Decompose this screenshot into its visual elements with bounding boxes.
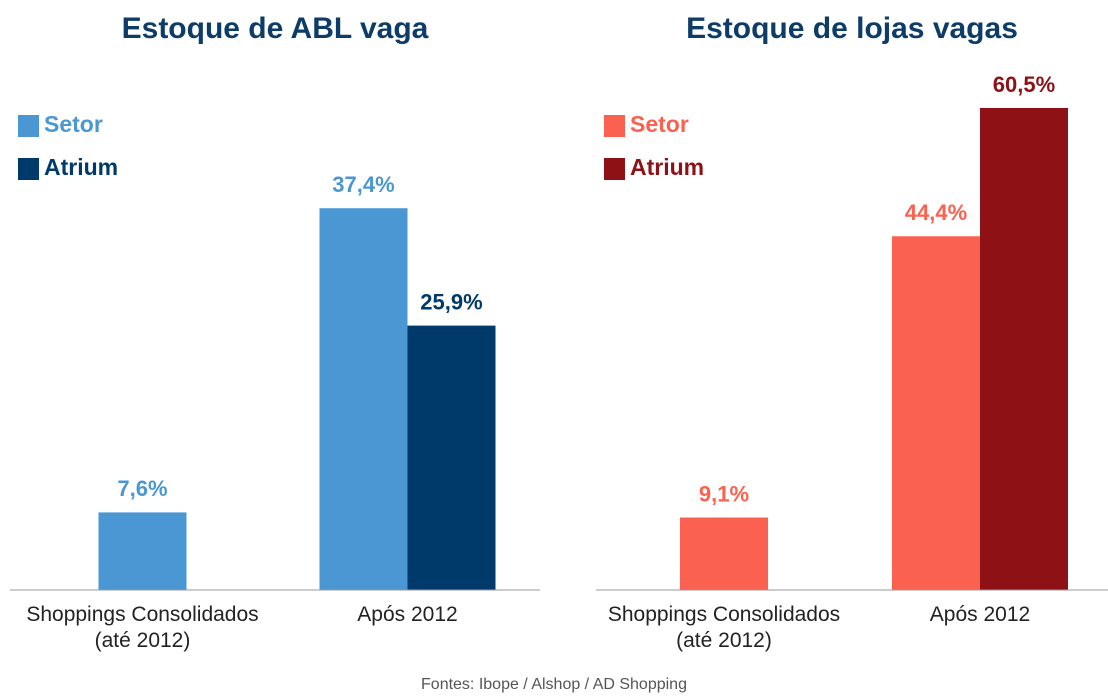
legend-swatch xyxy=(18,158,39,180)
legend-label: Setor xyxy=(630,111,689,137)
legend-label: Atrium xyxy=(630,154,704,180)
x-tick-label: Após 2012 xyxy=(929,603,1031,626)
bar xyxy=(892,236,980,590)
value-label: 9,1% xyxy=(699,481,749,506)
legend-swatch xyxy=(604,115,625,137)
value-label: 7,6% xyxy=(117,476,167,501)
bar xyxy=(319,208,408,591)
x-tick-label: Após 2012 xyxy=(357,603,458,626)
source: Fontes: Ibope / Alshop / AD Shopping xyxy=(421,676,687,693)
chart-title: Estoque de ABL vaga xyxy=(122,12,429,45)
legend-swatch xyxy=(18,115,39,137)
bar xyxy=(980,107,1068,591)
legend-label: Setor xyxy=(44,111,103,137)
bar xyxy=(98,512,187,590)
bar xyxy=(407,325,496,590)
x-tick-label: Shoppings Consolidados (até 2012) xyxy=(607,603,841,652)
value-label: 37,4% xyxy=(332,172,394,197)
legend-label: Atrium xyxy=(44,154,118,180)
chart-title: Estoque de lojas vagas xyxy=(686,12,1018,45)
bar xyxy=(680,517,768,590)
value-label: 44,4% xyxy=(905,200,967,225)
value-label: 60,5% xyxy=(993,72,1055,97)
legend-swatch xyxy=(604,158,625,180)
value-label: 25,9% xyxy=(420,289,482,314)
x-tick-label: Shoppings Consolidados (até 2012) xyxy=(26,603,259,652)
